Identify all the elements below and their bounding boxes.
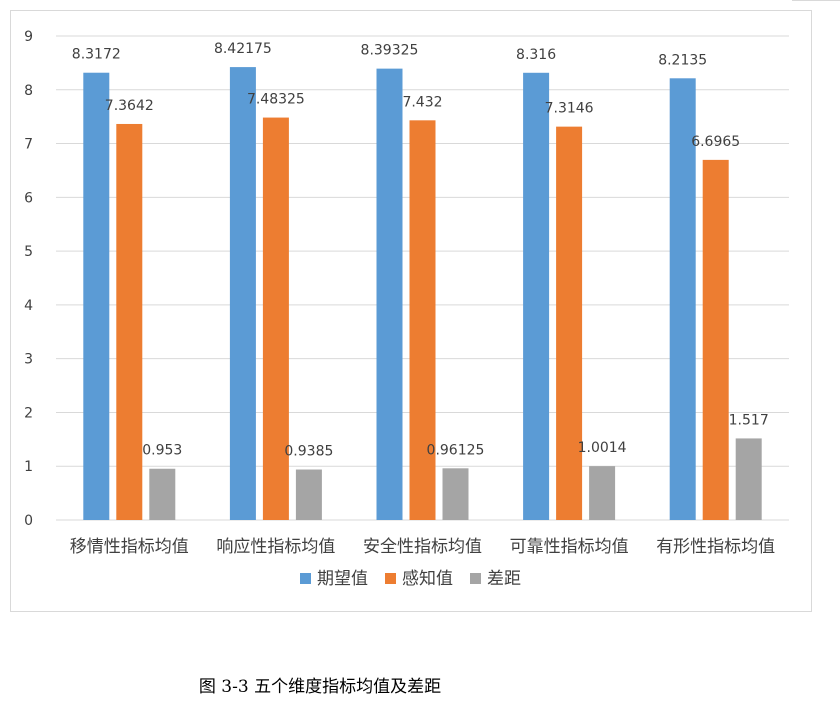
data-label: 7.48325 xyxy=(247,92,305,108)
bar xyxy=(376,68,403,520)
page-edge-line xyxy=(792,0,840,1)
data-label: 0.953 xyxy=(142,443,182,459)
bar xyxy=(669,78,696,521)
data-label: 7.3146 xyxy=(545,101,594,117)
data-label: 8.2135 xyxy=(658,52,707,68)
data-label: 8.39325 xyxy=(361,43,419,59)
y-tick-label: 7 xyxy=(24,137,33,153)
legend-swatch xyxy=(385,573,396,584)
data-label: 0.9385 xyxy=(284,444,333,460)
data-label: 8.42175 xyxy=(214,41,272,57)
y-tick-label: 5 xyxy=(24,244,33,260)
data-label: 6.6965 xyxy=(691,134,740,150)
y-tick-label: 9 xyxy=(24,29,33,45)
data-label: 0.96125 xyxy=(427,442,485,458)
y-tick-label: 4 xyxy=(24,298,33,314)
legend-label: 差距 xyxy=(487,569,521,589)
bar xyxy=(149,468,176,520)
data-label: 8.316 xyxy=(516,47,556,63)
bar xyxy=(295,469,322,520)
bar xyxy=(229,67,256,521)
legend-label: 期望值 xyxy=(317,569,368,589)
x-category-label: 响应性指标均值 xyxy=(216,537,335,557)
data-label: 8.3172 xyxy=(72,47,121,63)
data-label: 1.0014 xyxy=(578,440,627,456)
y-tick-label: 8 xyxy=(24,83,33,99)
bar xyxy=(702,159,729,520)
chart-area: 0 1 2 3 4 5 6 7 8 9 8.3172 7.3642 0.953 移情性指标均值 8.4217… xyxy=(10,10,812,612)
bar xyxy=(442,468,469,520)
bar xyxy=(523,72,550,520)
bar xyxy=(262,117,289,520)
x-category-label: 安全性指标均值 xyxy=(363,537,482,557)
data-label: 7.3642 xyxy=(105,98,154,114)
bar xyxy=(589,466,616,520)
bar xyxy=(556,126,583,520)
data-label: 7.432 xyxy=(402,94,442,110)
x-category-label: 可靠性指标均值 xyxy=(510,537,629,557)
bar xyxy=(83,72,110,520)
y-tick-label: 0 xyxy=(24,513,33,529)
legend-swatch xyxy=(300,573,311,584)
data-label: 1.517 xyxy=(729,412,769,428)
y-tick-label: 3 xyxy=(24,352,33,368)
bar xyxy=(409,120,436,521)
figure-caption: 图 3-3 五个维度指标均值及差距 xyxy=(198,677,442,697)
x-category-label: 移情性指标均值 xyxy=(70,537,189,557)
legend-swatch xyxy=(470,573,481,584)
bar xyxy=(735,438,762,520)
x-category-label: 有形性指标均值 xyxy=(656,537,775,557)
legend-label: 感知值 xyxy=(402,569,453,589)
y-tick-label: 2 xyxy=(24,405,33,421)
bar-chart: 0 1 2 3 4 5 6 7 8 9 8.3172 7.3642 0.953 移情性指标均值 8.4217… xyxy=(24,29,789,589)
bar xyxy=(116,123,143,520)
y-tick-label: 1 xyxy=(24,459,33,475)
y-tick-label: 6 xyxy=(24,190,33,206)
